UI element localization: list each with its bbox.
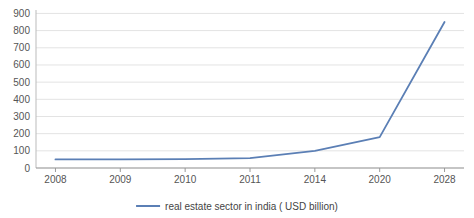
x-tick-label: 2020	[369, 174, 392, 185]
x-tick	[55, 168, 56, 172]
plot-area	[55, 22, 444, 159]
x-tick	[120, 168, 121, 172]
y-tick-label: 300	[13, 111, 30, 122]
y-tick-label: 0	[24, 163, 30, 174]
grid-line	[36, 13, 464, 14]
x-tick	[444, 168, 445, 172]
legend-swatch	[136, 205, 160, 207]
grid-line	[36, 30, 464, 31]
x-tick-label: 2008	[44, 174, 67, 185]
legend: real estate sector in india ( USD billio…	[136, 201, 338, 212]
y-tick-label: 800	[13, 25, 30, 36]
line	[55, 22, 444, 159]
x-tick-label: 2010	[174, 174, 197, 185]
x-tick-label: 2014	[304, 174, 327, 185]
y-tick-label: 600	[13, 59, 30, 70]
y-axis-line	[36, 10, 37, 168]
y-tick-label: 100	[13, 145, 30, 156]
x-tick-label: 2009	[109, 174, 132, 185]
y-tick-label: 700	[13, 42, 30, 53]
x-tick	[185, 168, 186, 172]
x-tick-label: 2028	[433, 174, 456, 185]
chart: 0 100 200 300 400 500 600 700 800 900 2008 2009 2010…	[0, 0, 474, 218]
x-tick	[379, 168, 380, 172]
y-tick-label: 500	[13, 77, 30, 88]
x-tick-label: 2011	[239, 174, 261, 185]
grid-line	[36, 64, 464, 65]
x-tick	[314, 168, 315, 172]
y-tick-label: 200	[13, 128, 30, 139]
grid	[36, 13, 464, 168]
grid-line	[36, 150, 464, 151]
y-tick-label: 900	[13, 8, 30, 19]
grid-line	[36, 116, 464, 117]
grid-line	[36, 133, 464, 134]
grid-line	[36, 47, 464, 48]
y-tick-label: 400	[13, 94, 30, 105]
grid-line	[36, 82, 464, 83]
legend-label: real estate sector in india ( USD billio…	[165, 201, 338, 212]
x-tick	[250, 168, 251, 172]
